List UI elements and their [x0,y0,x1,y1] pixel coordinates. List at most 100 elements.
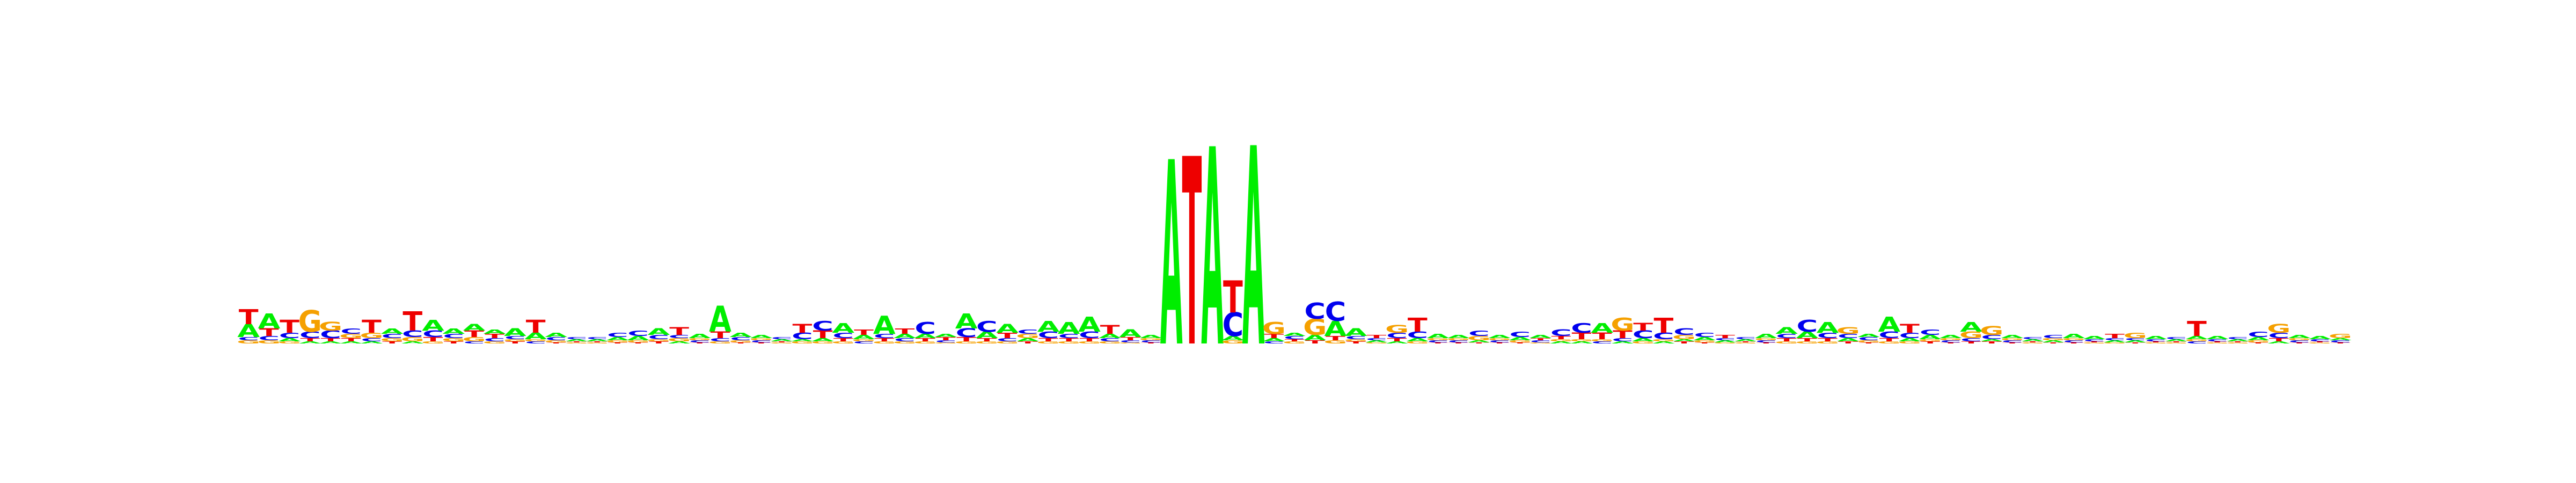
logo-letter-A: A [1529,334,1552,340]
logo-letter-C: C [2022,336,2044,340]
logo-letter-A: A [1509,336,1531,342]
logo-letter-G: G [647,339,670,342]
logo-letter-C: C [669,334,690,340]
logo-letter-C: C [525,341,546,344]
logo-letter-A: A [586,339,609,342]
logo-letter-T: T [628,342,648,344]
logo-letter-A: A [2165,339,2187,342]
logo-letter-A: A [894,333,916,340]
logo-letter-A: A [1263,338,1285,343]
logo-letter-G: G [2205,342,2229,344]
logo-letter-C: C [1038,330,1059,340]
logo-letter-A: A [1570,341,1593,344]
logo-letter-T: T [1346,341,1366,344]
logo-letter-C: C [566,336,588,340]
logo-letter-C: C [1017,328,1038,335]
logo-letter-A: A [2083,335,2105,341]
logo-letter-A: A [381,327,404,335]
logo-letter-G: G [1221,340,1245,345]
logo-letter-A: A [606,336,629,342]
logo-letter-C: C [1899,331,1921,340]
logo-letter-A: A [2206,335,2229,341]
logo-letter-G: G [1836,326,1860,336]
logo-letter-T: T [1838,341,1858,344]
logo-letter-T: T [1469,342,1489,344]
logo-letter-C: C [1345,335,1367,341]
logo-letter-T: T [1818,338,1838,343]
logo-letter-C: C [812,318,833,334]
logo-letter-C: C [1325,297,1346,327]
logo-letter-G: G [544,340,568,343]
logo-letter-T: T [2064,342,2084,344]
logo-letter-C: C [1612,338,1634,343]
logo-letter-T: T [1059,338,1079,343]
logo-letter-G: G [606,340,630,343]
logo-letter-T: T [1613,328,1633,341]
logo-letter-T: T [751,342,771,344]
logo-letter-A: A [1940,334,1962,340]
logo-letter-G: G [1611,314,1634,335]
logo-letter-T: T [280,317,299,337]
logo-letter-T: T [2269,338,2289,343]
logo-letter-T: T [1797,338,1818,343]
logo-letter-A: A [689,333,711,340]
logo-letter-T: T [854,328,874,336]
logo-letter-G: G [1057,341,1081,344]
logo-letter-G: G [2021,342,2045,344]
logo-letter-A: A [853,334,875,341]
logo-letter-T: T [1366,334,1387,340]
logo-letter-G: G [462,336,486,343]
logo-letter-G: G [1344,339,1368,342]
logo-letter-T: T [2228,341,2248,343]
logo-letter-G: G [319,320,342,334]
logo-letter-C: C [2309,339,2331,342]
logo-letter-G: G [1283,341,1306,344]
logo-letter-T: T [1757,342,1776,344]
logo-letter-A: A [2267,341,2290,344]
logo-column: A [1242,91,1265,408]
logo-letter-G: G [1098,341,1122,344]
logo-letter-A: A [1980,339,2003,342]
logo-letter-T: T [259,326,279,339]
logo-letter-G: G [1016,333,1040,340]
logo-letter-T: T [711,330,730,340]
logo-letter-T: T [2249,342,2268,344]
logo-letter-C: C [1119,340,1141,343]
logo-letter-T: T [1510,342,1530,344]
logo-letter-G: G [749,338,773,341]
logo-letter-T: T [1572,331,1592,341]
logo-letter-C: C [1817,331,1839,340]
logo-letter-T: T [239,306,259,330]
logo-letter-A: A [873,311,896,340]
logo-letter-A: A [361,341,383,344]
logo-letter-T: T [1551,335,1571,341]
logo-letter-A: A [832,320,854,336]
logo-letter-A: A [279,338,301,343]
logo-letter-T: T [956,336,976,343]
logo-letter-C: C [2063,340,2084,343]
logo-letter-G: G [831,341,855,344]
logo-letter-G: G [1488,338,1511,341]
